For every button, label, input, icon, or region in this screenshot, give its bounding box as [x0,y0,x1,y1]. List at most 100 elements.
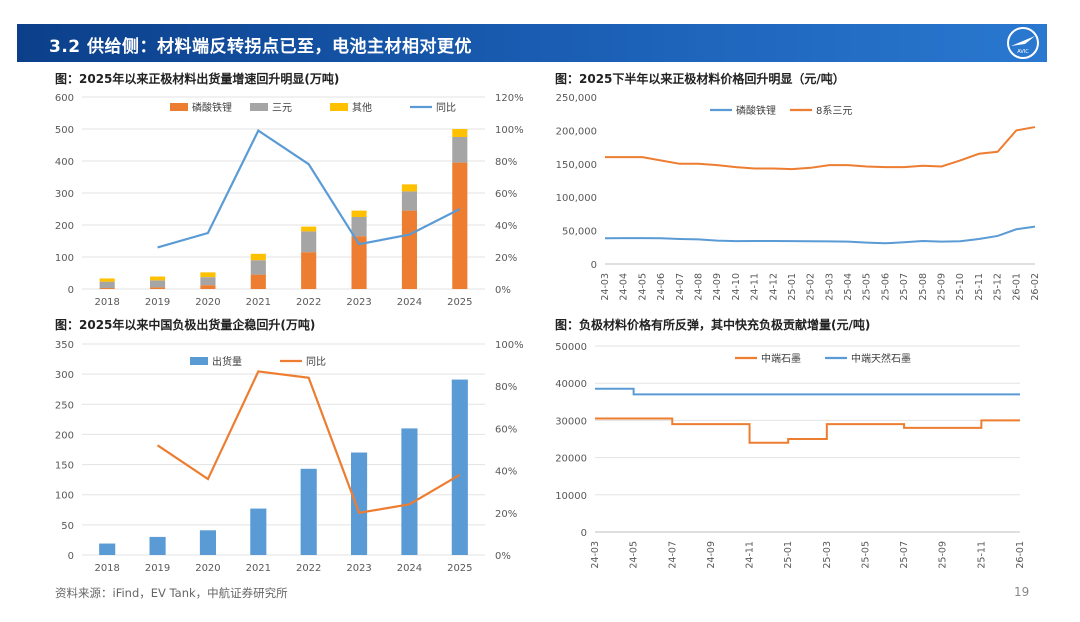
bar-磷酸铁锂 [452,162,468,289]
x-tick-label: 24-04 [619,273,630,301]
line-中端石墨 [595,417,1020,444]
x-tick-label: 2024 [397,563,422,574]
bar-出货量 [149,536,166,555]
x-tick-label: 2020 [195,563,220,574]
y-tick-label: 150,000 [556,160,597,171]
x-tick-label: 24-11 [745,541,756,569]
x-tick-label: 2021 [246,297,271,308]
y-tick-label: 250 [55,400,74,411]
x-tick-label: 2022 [296,297,321,308]
x-tick-label: 24-09 [712,273,723,301]
legend-swatch [170,103,188,111]
x-tick-label: 2025 [447,563,472,574]
legend-label: 同比 [436,102,456,114]
legend-label: 磷酸铁锂 [192,101,232,114]
chart1-title: 图：2025年以来正极材料出货量增速回升明显(万吨) [55,72,340,86]
legend-label: 同比 [306,356,326,368]
legend-swatch [250,103,268,111]
x-tick-label: 2022 [296,563,321,574]
bar-出货量 [250,508,267,555]
y2-tick-label: 60% [495,189,517,200]
bar-磷酸铁锂 [200,285,216,289]
x-tick-label: 24-09 [706,541,717,569]
y-tick-label: 200 [55,221,74,232]
bar-三元 [452,137,468,163]
x-tick-label: 25-03 [822,541,833,569]
x-tick-label: 2024 [397,297,422,308]
x-tick-label: 25-12 [993,273,1004,301]
x-tick-label: 2018 [94,297,119,308]
bar-磷酸铁锂 [401,210,417,289]
bar-磷酸铁锂 [351,236,367,289]
bar-其他 [150,276,166,281]
legend-label: 8系三元 [816,105,852,117]
bar-出货量 [451,379,468,555]
x-tick-label: 2025 [447,297,472,308]
y-tick-label: 600 [55,93,74,104]
y2-tick-label: 80% [495,382,517,393]
legend-label: 三元 [272,103,292,114]
y-tick-label: 0 [68,285,74,296]
chart-cathode-shipments: 0 100 200 300 400 500 600 0% 20% 40% 60% 80% 100% 120… [55,93,524,308]
y-tick-label: 20000 [555,454,587,465]
y-tick-label: 400 [55,157,74,168]
legend-swatch [190,357,208,365]
x-tick-label: 24-08 [693,273,704,301]
y-tick-label: 250,000 [556,93,597,104]
y-tick-label: 500 [55,125,74,136]
x-tick-label: 25-01 [787,273,798,301]
page-title: 3.2 供给侧：材料端反转拐点已至，电池主材相对更优 [49,37,473,57]
bar-其他 [250,253,266,261]
y2-tick-label: 40% [495,221,517,232]
x-tick-label: 25-11 [976,541,987,569]
x-tick-label: 2020 [195,297,220,308]
legend-swatch [330,103,348,111]
x-tick-label: 25-10 [955,273,966,301]
chart2-title: 图：2025下半年以来正极材料价格回升明显（元/吨） [555,72,845,86]
line-同比 [157,128,461,249]
y-tick-label: 50 [61,521,74,532]
y2-tick-label: 20% [495,509,517,520]
y-tick-label: 200,000 [556,126,597,137]
bar-三元 [301,231,317,253]
x-tick-label: 24-03 [600,273,611,301]
page-number: 19 [1014,585,1030,599]
x-tick-label: 25-03 [824,273,835,301]
bar-出货量 [351,452,368,555]
bar-其他 [401,184,417,192]
y-tick-label: 0 [591,260,597,271]
bar-三元 [401,191,417,211]
line-中端天然石墨 [595,387,1020,396]
legend-label: 中端石墨 [761,352,801,365]
y2-tick-label: 120% [495,93,524,104]
bar-三元 [150,280,166,288]
bar-三元 [351,217,367,237]
bar-其他 [452,129,468,137]
x-tick-label: 26-01 [1015,541,1026,569]
x-tick-label: 25-09 [938,541,949,569]
y-tick-label: 150 [55,461,74,472]
x-tick-label: 2018 [94,563,119,574]
bar-磷酸铁锂 [99,288,115,289]
x-tick-label: 25-05 [862,273,873,301]
legend-label: 中端天然石墨 [851,352,911,365]
chart4-title: 图：负极材料价格有所反弹，其中快充负极贡献增量(元/吨) [555,318,871,332]
x-tick-label: 24-11 [750,273,761,301]
x-tick-label: 24-06 [656,273,667,301]
x-tick-label: 2023 [346,297,371,308]
legend-label: 出货量 [212,355,242,368]
y2-tick-label: 60% [495,424,517,435]
x-tick-label: 24-03 [590,541,601,569]
y-tick-label: 300 [55,370,74,381]
line-磷酸铁锂 [604,225,1036,245]
x-tick-label: 24-05 [637,273,648,301]
source-note: 资料来源：iFind，EV Tank，中航证券研究所 [55,586,288,600]
bar-其他 [200,272,216,278]
y2-tick-label: 100% [495,340,524,351]
bar-磷酸铁锂 [150,287,166,289]
bar-其他 [301,226,317,232]
y2-tick-label: 100% [495,125,524,136]
x-tick-label: 24-10 [731,273,742,301]
bar-其他 [351,210,367,217]
x-tick-label: 2021 [246,563,271,574]
